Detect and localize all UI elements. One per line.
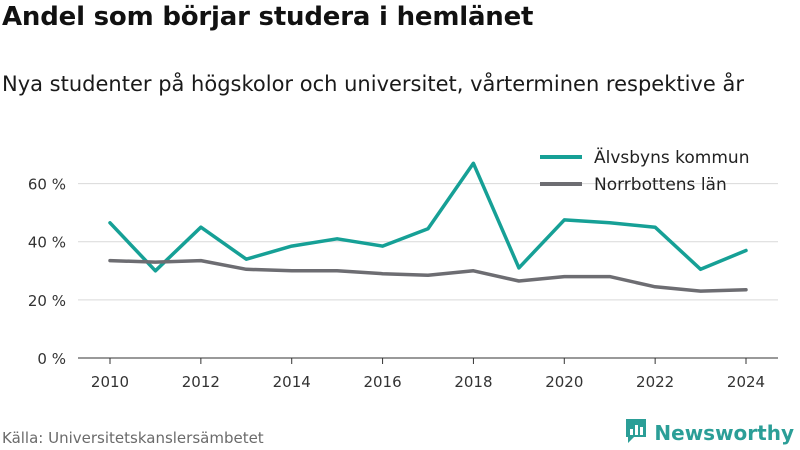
legend: Älvsbyns kommun Norrbottens län <box>540 147 749 195</box>
series-line-1 <box>108 161 748 273</box>
legend-label-2: Norrbottens län <box>594 175 727 195</box>
y-tick-label: 40 % <box>28 234 66 252</box>
x-tick-label: 2014 <box>273 373 311 391</box>
newsworthy-logo-icon <box>624 417 648 449</box>
legend-label-1: Älvsbyns kommun <box>594 147 749 168</box>
x-tick-label: 2018 <box>454 373 492 391</box>
y-tick-label: 60 % <box>28 176 66 194</box>
series-line-2 <box>108 258 748 293</box>
chart-title: Andel som börjar studera i hemlänet <box>2 2 534 32</box>
chart-subtitle: Nya studenter på högskolor och universit… <box>2 72 744 96</box>
axes: 0 % 20 % 40 % 60 % 2010 2012 2014 2016 2018 2020 2… <box>28 176 778 391</box>
gridlines <box>78 183 778 301</box>
x-tick-label: 2022 <box>636 373 674 391</box>
series-lines <box>108 161 748 293</box>
y-tick-label: 20 % <box>28 292 66 310</box>
x-tick-label: 2016 <box>363 373 401 391</box>
x-tick-label: 2024 <box>727 373 765 391</box>
line-chart: 0 % 20 % 40 % 60 % 2010 2012 2014 2016 2018 2020 2… <box>28 147 778 391</box>
x-tick-label: 2010 <box>91 373 129 391</box>
y-tick-label: 0 % <box>37 350 66 368</box>
brand-name: Newsworthy <box>654 421 794 445</box>
source-note: Källa: Universitetskanslersämbetet <box>2 429 264 447</box>
brand-logo: Newsworthy <box>624 418 794 448</box>
x-tick-label: 2012 <box>182 373 220 391</box>
x-tick-label: 2020 <box>545 373 583 391</box>
